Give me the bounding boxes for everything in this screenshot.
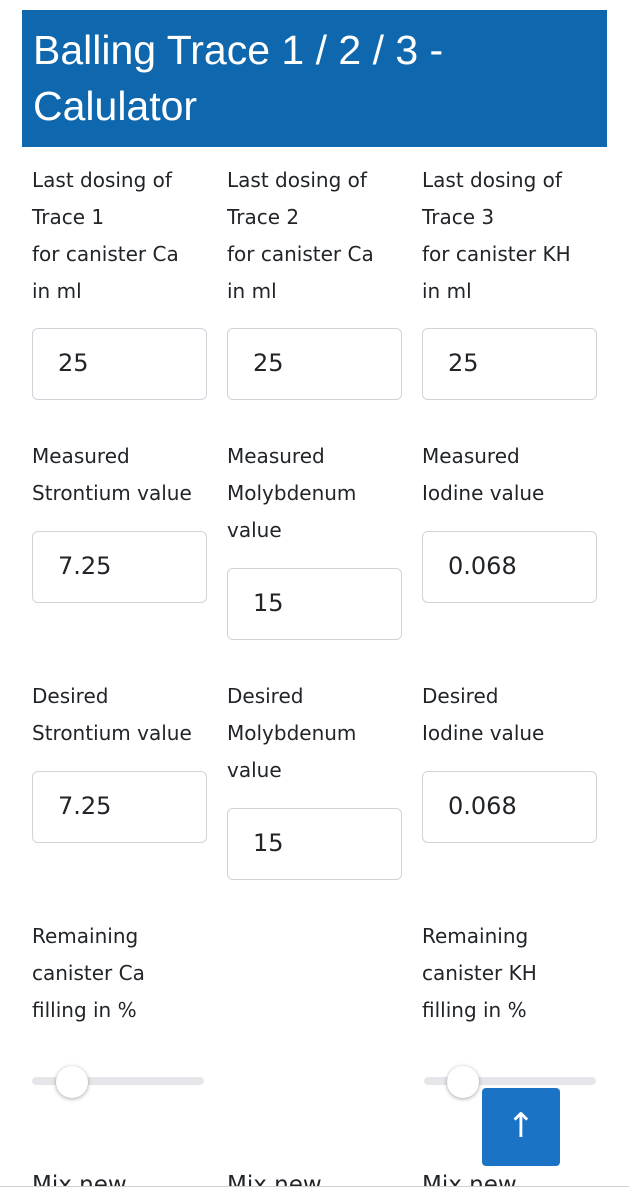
field-label: Molybdenum [227, 481, 357, 505]
field-label: Last dosing of [32, 168, 172, 192]
number-input[interactable]: 25 [422, 328, 597, 400]
title: Balling Trace 1 / 2 / 3 - Calulator [33, 27, 444, 129]
field-label: Iodine value [422, 721, 545, 745]
field-label: canister KH [422, 961, 537, 985]
number-input[interactable]: 7.25 [32, 531, 207, 603]
number-input[interactable]: 25 [32, 328, 207, 400]
section-label: Mix new [32, 1172, 127, 1186]
slider-thumb[interactable] [447, 1066, 479, 1098]
field-label: in ml [227, 279, 277, 303]
field-label: for canister KH [422, 242, 571, 266]
slider-track[interactable] [32, 1077, 204, 1085]
field-label: Trace 3 [422, 205, 495, 229]
field-label: in ml [422, 279, 472, 303]
field-label: for canister Ca [32, 242, 179, 266]
number-input[interactable]: 15 [227, 568, 402, 640]
field-label: Last dosing of [227, 168, 367, 192]
slider-thumb[interactable] [56, 1066, 88, 1098]
field-label: Remaining [422, 924, 529, 948]
field-label: Molybdenum [227, 721, 357, 745]
field-label: value [227, 758, 282, 782]
field-label: Strontium value [32, 721, 192, 745]
field-label: Trace 1 [32, 205, 105, 229]
field-label: Desired [227, 684, 304, 708]
slider-track[interactable] [424, 1077, 596, 1085]
number-input[interactable]: 15 [227, 808, 402, 880]
field-label: Measured [32, 444, 130, 468]
section-label: Mix new [422, 1172, 517, 1186]
field-label: canister Ca [32, 961, 145, 985]
field-label: in ml [32, 279, 82, 303]
field-label: Measured [227, 444, 325, 468]
field-label: for canister Ca [227, 242, 374, 266]
number-input[interactable]: 0.068 [422, 771, 597, 843]
divider [0, 1186, 629, 1187]
field-label: Iodine value [422, 481, 545, 505]
number-input[interactable]: 25 [227, 328, 402, 400]
number-input[interactable]: 7.25 [32, 771, 207, 843]
field-label: Remaining [32, 924, 139, 948]
field-label: Desired [32, 684, 109, 708]
header: Balling Trace 1 / 2 / 3 - Calulator [22, 10, 607, 147]
field-label: Last dosing of [422, 168, 562, 192]
field-label: filling in % [32, 998, 137, 1022]
scroll-top-button[interactable]: ↑ [482, 1088, 560, 1166]
section-label: Mix new [227, 1172, 322, 1186]
field-label: Strontium value [32, 481, 192, 505]
field-label: filling in % [422, 998, 527, 1022]
field-label: Trace 2 [227, 205, 300, 229]
field-label: Measured [422, 444, 520, 468]
field-label: value [227, 518, 282, 542]
field-label: Desired [422, 684, 499, 708]
number-input[interactable]: 0.068 [422, 531, 597, 603]
